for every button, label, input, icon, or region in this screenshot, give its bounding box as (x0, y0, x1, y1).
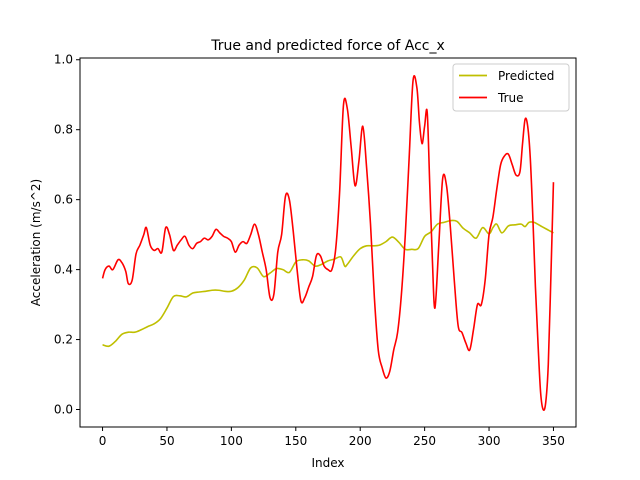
x-tick-label: 150 (284, 434, 307, 448)
y-tick-label: 0.2 (54, 333, 73, 347)
x-tick-label: 0 (99, 434, 107, 448)
y-axis-label: Acceleration (m/s^2) (29, 179, 43, 306)
y-tick-label: 0.4 (54, 263, 73, 277)
x-tick-label: 350 (542, 434, 565, 448)
x-tick-label: 50 (159, 434, 174, 448)
x-tick-label: 300 (478, 434, 501, 448)
y-axis-ticks: 0.0 0.2 0.4 0.6 0.8 1.0 (54, 53, 80, 417)
x-tick-label: 100 (220, 434, 243, 448)
series-line-true (101, 75, 555, 412)
y-tick-label: 0.6 (54, 193, 73, 207)
legend: Predicted True (452, 63, 570, 112)
x-axis-ticks: 0 50 100 150 200 250 300 350 (99, 427, 565, 448)
y-tick-label: 1.0 (54, 53, 73, 67)
y-tick-label: 0.0 (54, 403, 73, 417)
legend-label-predicted: Predicted (498, 69, 554, 83)
x-axis-label: Index (311, 456, 344, 470)
x-tick-label: 250 (413, 434, 436, 448)
chart-title: True and predicted force of Acc_x (210, 38, 445, 54)
axes-frame (79, 57, 577, 428)
legend-label-true: True (497, 91, 524, 105)
y-tick-label: 0.8 (54, 123, 73, 137)
x-tick-label: 200 (349, 434, 372, 448)
series-layer (101, 75, 555, 412)
